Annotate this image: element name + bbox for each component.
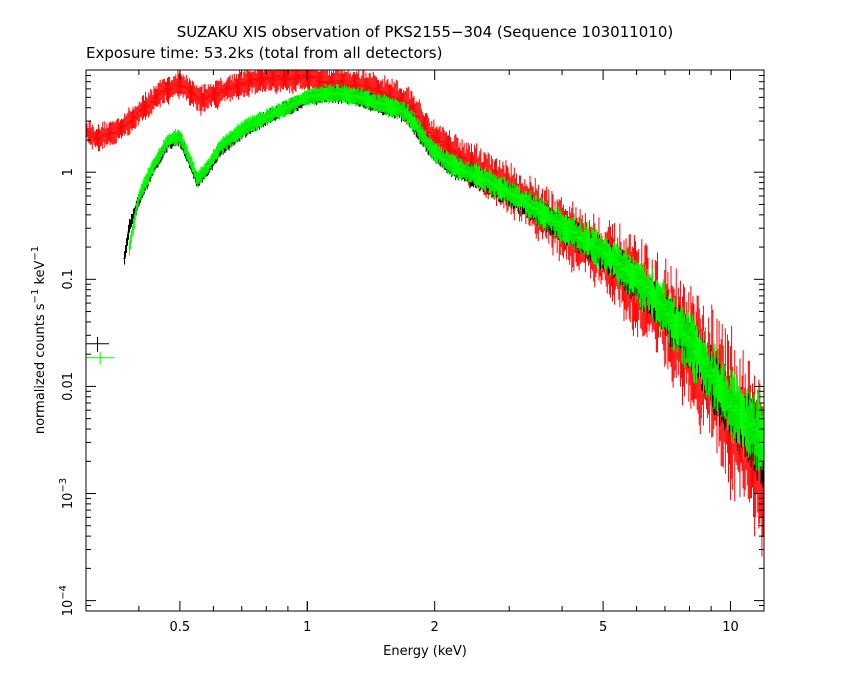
y-tick-label: 10−4 (58, 585, 76, 616)
chart-title: SUZAKU XIS observation of PKS2155−304 (S… (177, 23, 674, 41)
x-axis-label: Energy (keV) (383, 644, 467, 659)
y-axis-label-exp1: −1 (30, 289, 41, 304)
data-points (86, 70, 764, 557)
y-tick-label: 0.1 (61, 269, 76, 290)
x-tick-label: 2 (431, 620, 439, 635)
x-tick-label: 0.5 (170, 620, 191, 635)
y-axis-label-unit: keV (33, 260, 48, 288)
x-tick-label: 10 (722, 620, 739, 635)
x-tick-label: 1 (303, 620, 311, 635)
y-tick-label: 1 (61, 168, 76, 176)
axis-layer: 0.5 1 2 5 10 1 0.1 0.01 10−3 10−4 (58, 69, 764, 635)
y-tick-label: 0.01 (61, 372, 76, 401)
plot-frame (85, 69, 765, 612)
y-axis-label-main: normalized counts s (33, 303, 48, 434)
chart-subtitle: Exposure time: 53.2ks (total from all de… (86, 44, 442, 62)
x-tick-label: 5 (599, 620, 607, 635)
y-axis-label: normalized counts s−1 keV−1 (30, 246, 48, 434)
y-tick-label: 10−3 (58, 478, 76, 509)
data-layer (86, 70, 764, 557)
y-axis-label-exp2: −1 (30, 246, 41, 261)
